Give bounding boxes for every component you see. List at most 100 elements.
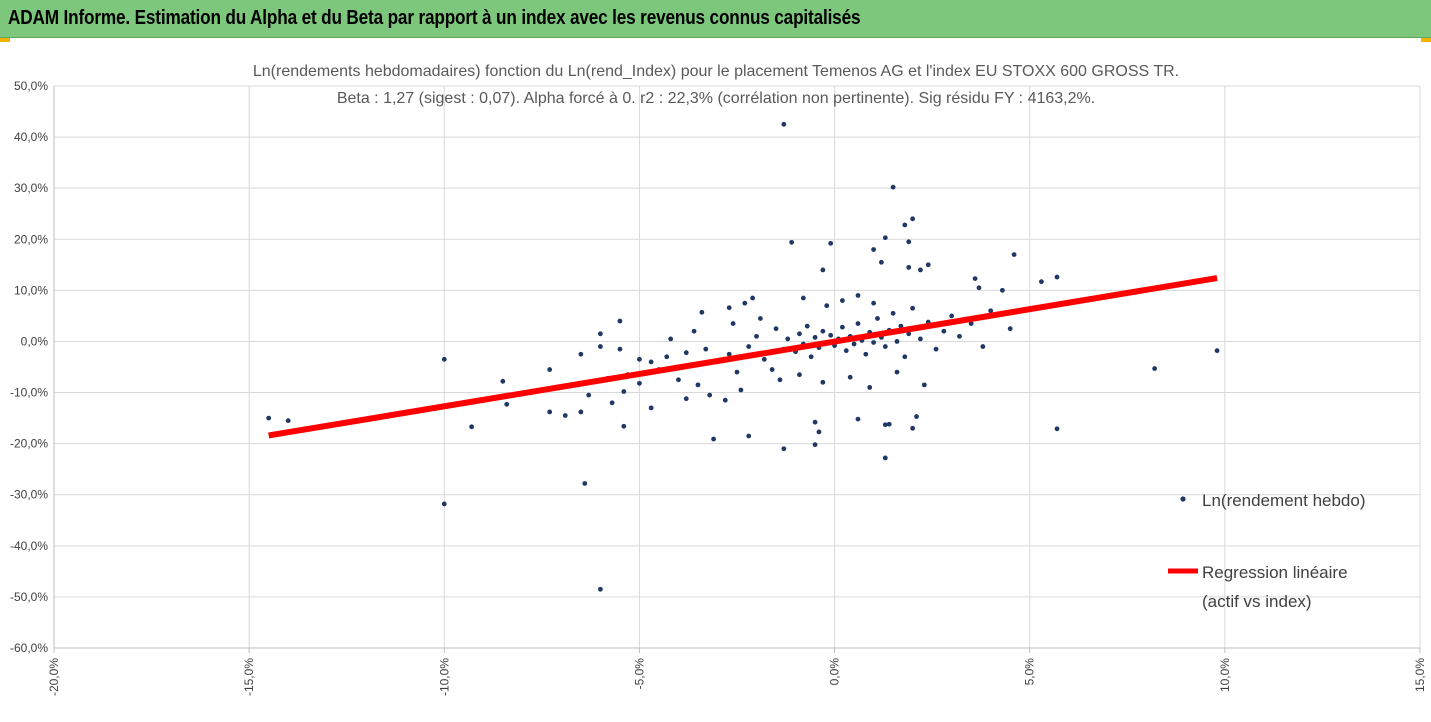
data-point	[949, 313, 955, 319]
data-point	[683, 350, 689, 356]
data-point	[441, 501, 447, 507]
data-point	[894, 369, 900, 375]
data-point	[621, 389, 627, 394]
legend-label-regression-line2: (actif vs index)	[1202, 592, 1312, 611]
data-point	[804, 323, 810, 329]
data-point	[933, 346, 939, 352]
data-point	[746, 433, 752, 439]
y-tick-label: 40,0%	[14, 130, 48, 144]
data-point	[812, 419, 818, 425]
data-point	[839, 324, 845, 330]
data-point	[875, 316, 880, 321]
y-tick-label: 50,0%	[14, 79, 48, 93]
data-point	[726, 351, 732, 357]
data-point	[808, 354, 814, 360]
data-point	[890, 310, 896, 316]
x-tick-label: 10,0%	[1218, 658, 1232, 692]
data-point	[637, 380, 642, 386]
data-point	[1214, 348, 1220, 354]
data-point	[1039, 279, 1044, 285]
chart-subtitle: Beta : 1,27 (sigest : 0,07). Alpha forcé…	[337, 90, 1095, 107]
scatter-chart: Ln(rendements hebdomadaires) fonction du…	[10, 63, 1427, 696]
regression-line	[268, 275, 1218, 439]
data-point	[637, 356, 642, 362]
data-point	[500, 378, 506, 384]
data-point	[816, 429, 822, 435]
x-tick-label: -20,0%	[47, 658, 61, 696]
data-point	[1054, 426, 1060, 432]
data-point	[695, 382, 701, 388]
data-point	[886, 421, 892, 427]
data-point	[750, 295, 756, 301]
regression-line-group	[268, 275, 1218, 439]
data-point	[918, 336, 923, 342]
data-point	[1054, 274, 1060, 280]
data-point	[504, 401, 510, 407]
y-tick-label: -30,0%	[10, 488, 48, 502]
data-point	[683, 396, 689, 402]
data-point	[906, 331, 912, 337]
data-point	[711, 436, 716, 442]
data-point	[598, 331, 603, 337]
data-point	[582, 481, 588, 486]
y-tick-label: -60,0%	[10, 641, 48, 655]
data-point	[957, 333, 962, 339]
data-point	[781, 446, 787, 452]
data-point	[617, 318, 623, 324]
data-point	[1152, 366, 1158, 371]
data-point	[469, 424, 475, 430]
data-point	[902, 354, 908, 360]
data-point	[781, 121, 787, 127]
y-tick-label: 20,0%	[14, 232, 48, 246]
data-point	[754, 333, 759, 339]
y-tick-label: -40,0%	[10, 539, 48, 553]
data-point	[855, 321, 861, 326]
data-point	[691, 328, 697, 334]
data-point	[1011, 252, 1017, 257]
x-tick-label: -15,0%	[242, 658, 256, 696]
data-point	[648, 359, 654, 365]
data-point	[902, 222, 908, 228]
data-point	[855, 416, 861, 422]
data-point	[941, 328, 947, 334]
data-point	[761, 356, 767, 362]
data-point	[882, 235, 888, 241]
data-point	[738, 387, 744, 393]
data-point	[820, 267, 826, 273]
data-point	[914, 414, 919, 419]
data-point	[648, 405, 654, 411]
data-point	[773, 326, 779, 332]
data-point	[976, 285, 982, 291]
data-point	[879, 259, 884, 265]
data-point	[871, 247, 876, 252]
y-tick-label: 30,0%	[14, 181, 48, 195]
data-point	[722, 397, 728, 403]
data-point	[746, 344, 752, 349]
data-point	[812, 334, 818, 340]
data-point	[730, 321, 736, 326]
chart-axes	[53, 86, 1421, 653]
data-point	[734, 369, 740, 375]
data-point	[828, 332, 834, 338]
x-tick-label: 0,0%	[828, 658, 842, 686]
data-point	[972, 276, 978, 282]
data-point	[789, 239, 795, 245]
data-point	[871, 340, 876, 345]
data-point	[547, 367, 553, 372]
data-point	[726, 305, 732, 311]
data-point	[777, 377, 783, 383]
data-point	[910, 425, 916, 431]
data-point	[699, 309, 705, 315]
data-point	[621, 423, 627, 429]
data-point	[988, 308, 994, 314]
legend-marker-scatter	[1180, 496, 1186, 502]
data-point	[851, 341, 857, 347]
data-point	[867, 385, 873, 390]
data-point	[617, 346, 623, 352]
data-point	[598, 586, 603, 592]
data-point	[758, 316, 763, 321]
data-point	[921, 382, 927, 388]
data-point	[578, 351, 584, 357]
data-point	[703, 346, 709, 352]
chart-legend: Ln(rendement hebdo) Regression linéaire (a…	[1168, 491, 1366, 611]
